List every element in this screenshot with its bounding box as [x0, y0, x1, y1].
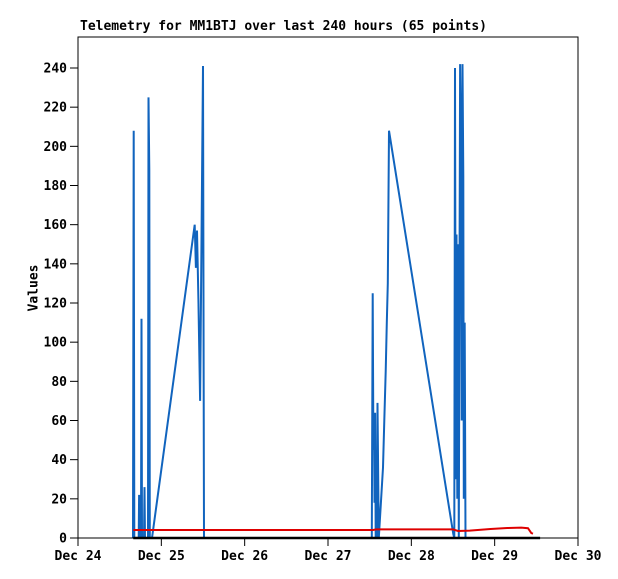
blue-series-line — [132, 64, 467, 539]
y-tick-label: 60 — [51, 414, 67, 429]
y-tick-label: 100 — [44, 336, 68, 351]
y-tick-label: 40 — [51, 453, 67, 468]
y-tick-label: 240 — [44, 62, 68, 77]
x-tick-label: Dec 30 — [555, 549, 602, 564]
x-tick-label: Dec 29 — [471, 549, 518, 564]
y-tick-label: 160 — [44, 218, 68, 233]
x-tick-label: Dec 27 — [305, 549, 352, 564]
y-tick-label: 180 — [44, 179, 68, 194]
y-tick-label: 140 — [44, 257, 68, 272]
chart-title: Telemetry for MM1BTJ over last 240 hours… — [80, 19, 487, 34]
y-tick-label: 20 — [51, 492, 67, 507]
y-tick-label: 0 — [59, 532, 67, 547]
x-tick-label: Dec 25 — [138, 549, 185, 564]
x-tick-label: Dec 26 — [221, 549, 268, 564]
y-tick-label: 120 — [44, 297, 68, 312]
red-series-line — [133, 526, 534, 535]
y-tick-label: 220 — [44, 101, 68, 116]
x-tick-label: Dec 24 — [55, 549, 102, 564]
y-tick-label: 80 — [51, 375, 67, 390]
plot-frame — [77, 36, 579, 539]
x-tick-label: Dec 28 — [388, 549, 435, 564]
y-tick-label: 200 — [44, 140, 68, 155]
